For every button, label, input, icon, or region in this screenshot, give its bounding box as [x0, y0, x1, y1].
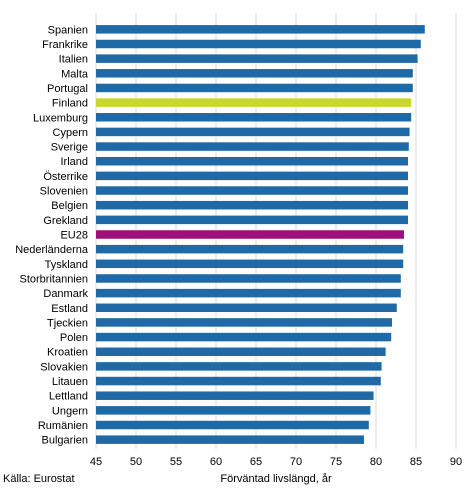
category-label: Litauen [52, 376, 88, 388]
bar-nederländerna [96, 244, 404, 254]
x-tick-label: 60 [210, 456, 222, 468]
x-tick-label: 50 [130, 456, 142, 468]
category-label: Lettland [49, 391, 88, 403]
bars [96, 25, 425, 444]
category-label: Polen [60, 332, 88, 344]
bar-slovakien [96, 362, 382, 371]
category-label: Belgien [51, 200, 88, 212]
bar-slovenien [96, 186, 408, 195]
bar-irland [96, 156, 408, 166]
bar-italien [96, 54, 418, 63]
category-label: Luxemburg [33, 112, 88, 124]
bar-lettland [96, 391, 374, 400]
x-tick-label: 45 [90, 456, 102, 468]
category-label: Storbritannien [20, 273, 89, 285]
category-label: Malta [61, 68, 89, 80]
bar-cypern [96, 127, 410, 137]
category-label: Spanien [48, 24, 88, 36]
category-label: Kroatien [47, 347, 88, 359]
bar-eu28 [96, 230, 404, 239]
x-tick-label: 85 [410, 456, 422, 468]
x-tick-label: 80 [370, 456, 382, 468]
category-label: Sverige [51, 142, 88, 154]
source-label: Källa: Eurostat [3, 473, 75, 485]
bar-portugal [96, 83, 413, 93]
category-label: Bulgarien [42, 435, 88, 447]
category-label: Slovakien [40, 361, 88, 373]
bar-kroatien [96, 347, 386, 356]
category-label: Frankrike [42, 39, 88, 51]
bar-österrike [96, 171, 408, 181]
category-label: Tyskland [45, 259, 88, 271]
bar-sverige [96, 142, 409, 151]
bar-danmark [96, 288, 401, 298]
category-label: EU28 [60, 230, 88, 242]
x-tick-label: 65 [250, 456, 262, 468]
bar-finland [96, 98, 412, 107]
category-label: Cypern [53, 127, 88, 139]
bar-malta [96, 69, 413, 78]
bar-storbritannien [96, 274, 401, 283]
category-label: Ungern [52, 405, 88, 417]
bar-spanien [96, 25, 425, 34]
bar-rumänien [96, 420, 369, 430]
bar-grekland [96, 215, 408, 225]
bar-tjeckien [96, 318, 392, 327]
category-label: Danmark [43, 288, 88, 300]
x-tick-label: 70 [290, 456, 302, 468]
category-label: Österrike [43, 171, 88, 183]
bar-belgien [96, 200, 408, 210]
x-tick-label: 90 [450, 456, 462, 468]
category-label: Estland [51, 303, 88, 315]
bar-polen [96, 332, 392, 342]
category-label: Irland [60, 156, 88, 168]
bar-bulgarien [96, 435, 364, 444]
bar-frankrike [96, 39, 421, 49]
category-label: Portugal [47, 83, 88, 95]
x-tick-label: 55 [170, 456, 182, 468]
category-label: Grekland [43, 215, 88, 227]
bar-ungern [96, 406, 371, 415]
category-label: Nederländerna [15, 244, 89, 256]
x-axis-label: Förväntad livslängd, år [220, 473, 332, 485]
bar-luxemburg [96, 113, 412, 122]
category-labels: Spanien Frankrike Italien Malta Portugal Finl… [15, 24, 89, 446]
bar-estland [96, 303, 397, 313]
category-label: Tjeckien [47, 317, 88, 329]
x-tick-label: 75 [330, 456, 342, 468]
category-label: Finland [52, 98, 88, 110]
category-label: Slovenien [40, 186, 88, 198]
category-label: Rumänien [38, 420, 88, 432]
bar-litauen [96, 376, 381, 386]
x-tick-labels: 45 50 55 60 65 70 75 80 85 90 [90, 456, 462, 468]
bar-tyskland [96, 259, 404, 269]
category-label: Italien [59, 54, 88, 66]
